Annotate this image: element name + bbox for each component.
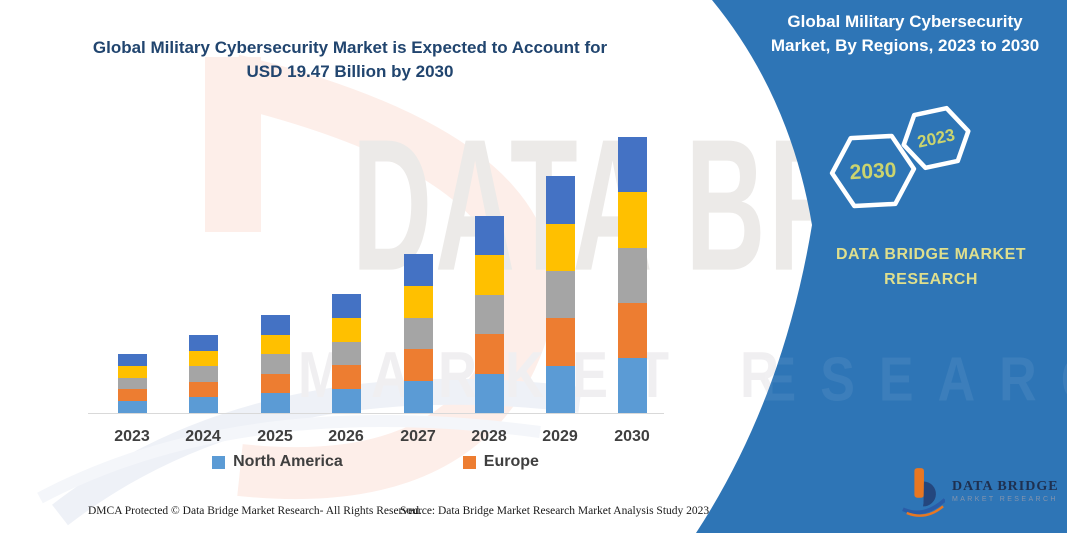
bar-segment-2024-unlabeled-dark-blue (188, 335, 218, 351)
x-axis-label-2026: 2026 (328, 428, 364, 445)
brand-text-line1: DATA BRIDGE MARKET (835, 246, 1027, 263)
x-axis-label-2025: 2025 (257, 428, 293, 445)
hexagon-2023-label: 2023 (916, 125, 957, 151)
bar-segment-2024-unlabeled-gray (188, 366, 218, 382)
chart-title-line1: Global Military Cybersecurity Market is … (92, 38, 608, 57)
x-axis-label-2029: 2029 (542, 428, 578, 445)
hexagon-2030-label: 2030 (849, 159, 897, 184)
legend-swatch-europe (462, 455, 476, 469)
chart-title-line2: USD 19.47 Billion by 2030 (246, 62, 454, 81)
chart-legend: North America Europe (88, 453, 663, 471)
bar-segment-2025-north-america (260, 393, 290, 413)
bar-segment-2030-europe (617, 302, 647, 358)
side-panel-title-line1: Global Military Cybersecurity (787, 12, 1023, 31)
bar-segment-2025-unlabeled-gray (260, 354, 290, 374)
bar-segment-2026-unlabeled-gray (331, 341, 361, 366)
footer-source-text: Source: Data Bridge Market Research Mark… (400, 505, 710, 517)
brand-text-line2: RESEARCH (884, 271, 978, 288)
bar-segment-2027-north-america (403, 381, 433, 413)
side-panel-title-line2: Market, By Regions, 2023 to 2030 (770, 36, 1040, 55)
x-axis-label-2030: 2030 (614, 428, 650, 445)
bar-segment-2027-unlabeled-gray (403, 317, 433, 350)
bar-segment-2023-europe (117, 389, 147, 402)
bar-segment-2025-unlabeled-dark-blue (260, 315, 290, 335)
stacked-bar-chart: 2023 2024 2025 2026 2027 2028 2029 2030 (88, 137, 664, 445)
bar-segment-2024-north-america (188, 397, 218, 413)
bar-segment-2028-north-america (474, 373, 504, 413)
bar-segment-2028-europe (474, 334, 504, 374)
bar-segment-2028-unlabeled-gray (474, 294, 504, 335)
x-axis-label-2027: 2027 (400, 428, 436, 445)
bar-segment-2027-unlabeled-gold (403, 285, 433, 318)
dbmr-logo: DATA BRIDGE MARKET RESEARCH (901, 466, 1059, 518)
bar-segment-2027-unlabeled-dark-blue (403, 254, 433, 286)
legend-label-north-america: North America (233, 453, 343, 470)
bar-segment-2029-unlabeled-gold (545, 223, 575, 271)
side-panel-title: Global Military Cybersecurity Market, By… (755, 10, 1055, 58)
bar-segment-2024-europe (188, 381, 218, 398)
bar-segment-2027-europe (403, 349, 433, 382)
legend-item-europe: Europe (462, 453, 539, 471)
x-axis-label-2028: 2028 (471, 428, 507, 445)
bar-segment-2026-unlabeled-gold (331, 317, 361, 342)
bar-segment-2029-unlabeled-dark-blue (545, 176, 575, 224)
hexagon-2030: 2030 (829, 133, 917, 209)
x-axis-label-2024: 2024 (185, 428, 221, 445)
chart-title: Global Military Cybersecurity Market is … (60, 36, 640, 84)
bar-segment-2030-unlabeled-gold (617, 192, 647, 248)
bar-segment-2030-north-america (617, 357, 647, 413)
bar-segment-2028-unlabeled-dark-blue (474, 215, 504, 256)
footer-dmca-text: DMCA Protected © Data Bridge Market Rese… (88, 505, 422, 517)
bar-segment-2028-unlabeled-gold (474, 255, 504, 295)
bar-segment-2026-unlabeled-dark-blue (331, 293, 361, 318)
bar-segment-2029-north-america (545, 365, 575, 413)
bar-segment-2030-unlabeled-dark-blue (617, 137, 647, 193)
x-axis-line (88, 413, 664, 414)
bar-segment-2029-unlabeled-gray (545, 270, 575, 319)
dbmr-logo-wordmark: DATA BRIDGE MARKET RESEARCH (952, 479, 1059, 505)
legend-item-north-america: North America (212, 453, 343, 471)
dbmr-logo-subtitle: MARKET RESEARCH (952, 496, 1058, 503)
legend-label-europe: Europe (483, 453, 539, 470)
watermark-text-panel: RESEARCH (700, 345, 1067, 415)
bar-segment-2023-unlabeled-gold (117, 365, 147, 378)
dbmr-logo-icon (902, 468, 945, 517)
bar-segment-2026-north-america (331, 389, 361, 413)
brand-text: DATA BRIDGE MARKET RESEARCH (790, 242, 1067, 292)
x-axis-label-2023: 2023 (114, 428, 150, 445)
bar-segment-2029-europe (545, 318, 575, 366)
dbmr-logo-name: DATA BRIDGE (952, 479, 1059, 494)
bar-segment-2025-europe (260, 373, 290, 394)
bar-segment-2026-europe (331, 365, 361, 390)
bar-segment-2024-unlabeled-gold (188, 350, 218, 367)
bar-segment-2023-unlabeled-dark-blue (117, 354, 147, 366)
legend-swatch-north-america (212, 455, 226, 469)
bar-segment-2023-unlabeled-gray (117, 377, 147, 390)
bar-segment-2025-unlabeled-gold (260, 334, 290, 355)
bar-segment-2023-north-america (117, 401, 147, 413)
hexagon-badges: 2030 2023 (829, 105, 971, 209)
bar-segment-2030-unlabeled-gray (617, 247, 647, 303)
